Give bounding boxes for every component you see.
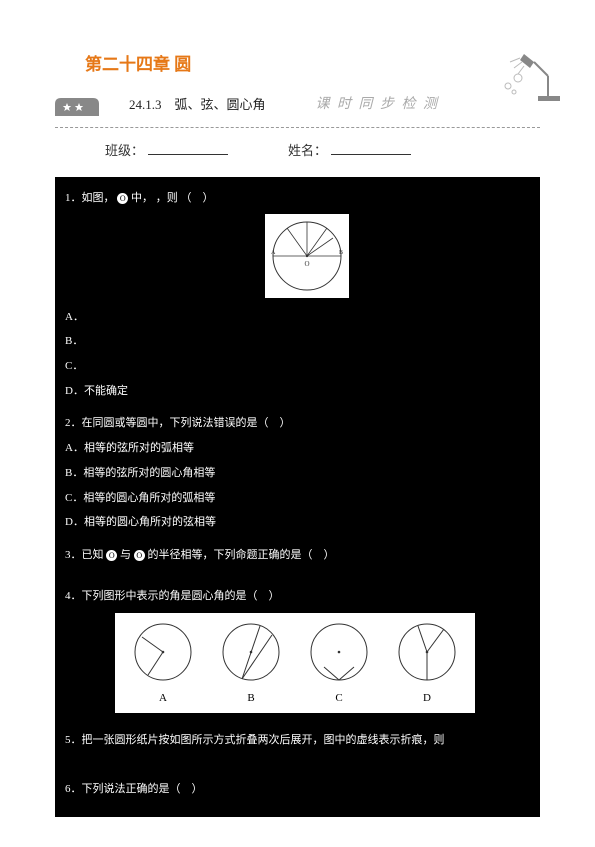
page-root: 第二十四章 圆 24.1.3 弧、弦、圆心角 课 时 同 步 检 测 xyxy=(0,0,595,847)
q1-optC: C． xyxy=(65,357,530,376)
q1-part2: 中， xyxy=(131,192,153,204)
main-content: 1．如图， O 中， ，则 （ ） O A B A． B． C． D．不能确定 xyxy=(55,177,540,817)
svg-text:B: B xyxy=(339,250,343,256)
q2-text: 2．在同圆或等圆中，下列说法错误的是（ ） xyxy=(65,414,530,433)
choice-b-label: B xyxy=(247,692,254,704)
q1-part3: ，则 xyxy=(156,192,178,204)
choice-b: B xyxy=(218,619,284,708)
name-blank[interactable] xyxy=(331,141,411,155)
q1-optB: B． xyxy=(65,332,530,351)
q2-optB: B．相等的弦所对的圆心角相等 xyxy=(65,464,530,483)
class-blank[interactable] xyxy=(148,141,228,155)
q3-text: 3．已知 O 与 O 的半径相等，下列命题正确的是（ ） xyxy=(65,546,530,565)
circle-o-icon: O xyxy=(117,193,128,204)
choice-d: D xyxy=(394,619,460,708)
svg-text:A: A xyxy=(271,250,276,256)
chapter-title: 第二十四章 圆 xyxy=(85,50,540,75)
lamp-icon xyxy=(490,48,560,108)
q2-optA: A．相等的弦所对的弧相等 xyxy=(65,439,530,458)
q6-text: 6．下列说法正确的是（ ） xyxy=(65,780,530,799)
class-label: 班级： xyxy=(105,140,144,159)
choice-a: A xyxy=(130,619,196,708)
name-label: 姓名： xyxy=(288,140,327,159)
choice-a-label: A xyxy=(159,692,167,704)
q1-optA: A． xyxy=(65,308,530,327)
circle-o2-icon: O xyxy=(134,550,145,561)
q3-p1: 3．已知 xyxy=(65,549,104,561)
section-number: 24.1.3 弧、弦、圆心角 xyxy=(129,94,266,113)
q3-p2: 与 xyxy=(120,549,131,561)
q1-part1: 1．如图， xyxy=(65,192,115,204)
q1-figure: O A B xyxy=(265,214,349,298)
section-title-text: 弧、弦、圆心角 xyxy=(175,97,266,112)
circle-o1-icon: O xyxy=(106,550,117,561)
side-label: 课 时 同 步 检 测 xyxy=(316,93,440,113)
q3-p3: 的半径相等，下列命题正确的是（ ） xyxy=(148,549,335,561)
divider-dashed xyxy=(55,127,540,128)
star-badge-icon xyxy=(55,90,99,116)
choice-c-label: C xyxy=(335,692,342,704)
section-num-text: 24.1.3 xyxy=(129,97,162,112)
class-field: 班级： xyxy=(105,140,228,159)
q2-optC: C．相等的圆心角所对的弧相等 xyxy=(65,489,530,508)
q2-optD: D．相等的圆心角所对的弦相等 xyxy=(65,513,530,532)
q5-text: 5．把一张圆形纸片按如图所示方式折叠两次后展开，图中的虚线表示折痕，则 xyxy=(65,731,530,750)
q4-text: 4．下列图形中表示的角是圆心角的是（ ） xyxy=(65,587,530,606)
header-row: 24.1.3 弧、弦、圆心角 课 时 同 步 检 测 xyxy=(55,83,540,123)
q1-text: 1．如图， O 中， ，则 （ ） xyxy=(65,189,530,208)
choice-c: C xyxy=(306,619,372,708)
q1-optD: D．不能确定 xyxy=(65,382,530,401)
svg-text:O: O xyxy=(304,260,309,268)
q4-choices-figure: A B C xyxy=(115,613,475,713)
name-field: 姓名： xyxy=(288,140,411,159)
info-row: 班级： 姓名： xyxy=(105,140,540,159)
q1-part4: （ ） xyxy=(181,192,214,204)
choice-d-label: D xyxy=(423,692,431,704)
